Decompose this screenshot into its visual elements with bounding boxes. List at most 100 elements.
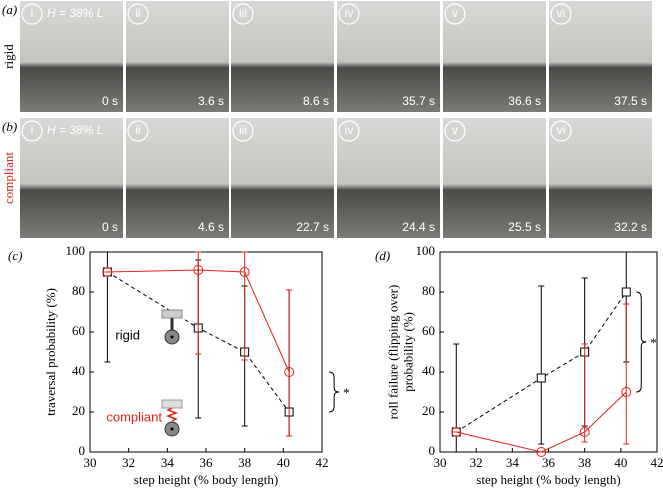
numeral-badge bbox=[21, 120, 43, 142]
photo bbox=[549, 118, 652, 238]
frame-numeral: v bbox=[452, 123, 458, 137]
significance-bracket bbox=[329, 371, 340, 413]
frame-time: 25.5 s bbox=[508, 220, 541, 234]
series-line bbox=[107, 269, 290, 373]
frame-time: 37.5 s bbox=[614, 94, 647, 108]
photo bbox=[443, 1, 546, 112]
y-tick-label: 40 bbox=[422, 363, 435, 378]
frame-numeral: v bbox=[452, 6, 458, 20]
numeral-badge bbox=[444, 3, 466, 25]
frame-numeral: i bbox=[31, 123, 34, 137]
photo bbox=[126, 118, 229, 238]
frame-time: 4.6 s bbox=[198, 220, 224, 234]
annotation: * bbox=[343, 385, 350, 400]
annotation: * bbox=[650, 335, 657, 350]
y-tick-label: 40 bbox=[72, 363, 85, 378]
marker bbox=[536, 447, 547, 457]
x-tick-label: 40 bbox=[614, 455, 627, 470]
panel-label: (a) bbox=[2, 2, 17, 17]
x-axis-label: step height (% body length) bbox=[476, 472, 620, 487]
photo bbox=[337, 1, 440, 112]
frame-numeral: vi bbox=[557, 6, 566, 20]
x-tick-label: 32 bbox=[470, 455, 483, 470]
panel-label: (b) bbox=[2, 119, 17, 134]
numeral-badge bbox=[338, 120, 360, 142]
y-axis-label: roll failure (flipping over) bbox=[385, 285, 400, 420]
legend-icon bbox=[161, 309, 183, 319]
marker bbox=[239, 267, 250, 277]
marker bbox=[536, 373, 546, 383]
frame-time: 3.6 s bbox=[198, 94, 224, 108]
frame-time: 8.6 s bbox=[303, 94, 329, 108]
photo bbox=[231, 118, 334, 238]
photo bbox=[20, 118, 123, 238]
numeral-badge bbox=[127, 120, 149, 142]
x-axis-label: step height (% body length) bbox=[134, 472, 278, 487]
row-name: compliant bbox=[1, 152, 16, 204]
error-bar bbox=[581, 343, 588, 443]
x-tick-label: 42 bbox=[651, 455, 663, 470]
error-bar bbox=[195, 251, 202, 355]
x-tick-label: 36 bbox=[200, 455, 214, 470]
x-tick-label: 34 bbox=[161, 455, 175, 470]
y-tick-label: 100 bbox=[66, 243, 86, 258]
numeral-badge bbox=[444, 120, 466, 142]
y-tick-label: 80 bbox=[72, 283, 85, 298]
frame-time: 32.2 s bbox=[614, 220, 647, 234]
marker bbox=[621, 287, 631, 297]
x-tick-label: 38 bbox=[238, 455, 251, 470]
frame-numeral: vi bbox=[557, 123, 566, 137]
x-tick-label: 40 bbox=[277, 455, 290, 470]
y-tick-label: 20 bbox=[422, 403, 435, 418]
y-tick-label: 0 bbox=[429, 443, 436, 458]
frame-numeral: iv bbox=[345, 123, 354, 137]
x-tick-label: 32 bbox=[122, 455, 135, 470]
panel-label: (c) bbox=[8, 248, 22, 263]
y-tick-label: 60 bbox=[72, 323, 85, 338]
frame-time: 0 s bbox=[102, 94, 118, 108]
numeral-badge bbox=[127, 3, 149, 25]
frame-time: 24.4 s bbox=[402, 220, 435, 234]
marker bbox=[451, 427, 462, 437]
photo bbox=[126, 1, 229, 112]
error-bar bbox=[241, 251, 248, 361]
x-tick-label: 36 bbox=[542, 455, 556, 470]
y-tick-label: 0 bbox=[79, 443, 86, 458]
frame-numeral: ii bbox=[135, 123, 140, 137]
numeral-badge bbox=[550, 3, 572, 25]
marker bbox=[579, 427, 590, 437]
error-bar bbox=[538, 285, 545, 445]
frame-numeral: iv bbox=[345, 6, 354, 20]
numeral-badge bbox=[338, 3, 360, 25]
error-bar bbox=[623, 303, 630, 445]
frame-time: 35.7 s bbox=[402, 94, 435, 108]
series-line bbox=[456, 291, 627, 433]
x-tick-label: 30 bbox=[434, 455, 447, 470]
y-tick-label: 20 bbox=[72, 403, 85, 418]
numeral-badge bbox=[21, 3, 43, 25]
plot-frame bbox=[439, 251, 658, 453]
y-axis-label: traversal probability (%) bbox=[43, 288, 58, 416]
significance-bracket bbox=[636, 291, 647, 393]
x-tick-label: 38 bbox=[578, 455, 591, 470]
frame-time: 36.6 s bbox=[508, 94, 541, 108]
panel-label: (d) bbox=[375, 248, 390, 263]
frame-time: 22.7 s bbox=[296, 220, 329, 234]
x-tick-label: 30 bbox=[84, 455, 97, 470]
error-bar bbox=[286, 289, 293, 437]
marker bbox=[284, 367, 295, 377]
height-note: H = 38% L bbox=[47, 6, 103, 20]
marker bbox=[102, 267, 113, 277]
row-name: rigid bbox=[1, 44, 16, 69]
photo bbox=[231, 1, 334, 112]
frame-numeral: iii bbox=[239, 123, 247, 137]
frame-time: 0 s bbox=[102, 220, 118, 234]
numeral-badge bbox=[232, 3, 254, 25]
y-tick-label: 60 bbox=[422, 323, 435, 338]
x-tick-label: 42 bbox=[316, 455, 329, 470]
photo bbox=[549, 1, 652, 112]
legend-label: compliant bbox=[106, 409, 162, 424]
legend-icon bbox=[170, 335, 174, 339]
marker bbox=[193, 265, 204, 275]
